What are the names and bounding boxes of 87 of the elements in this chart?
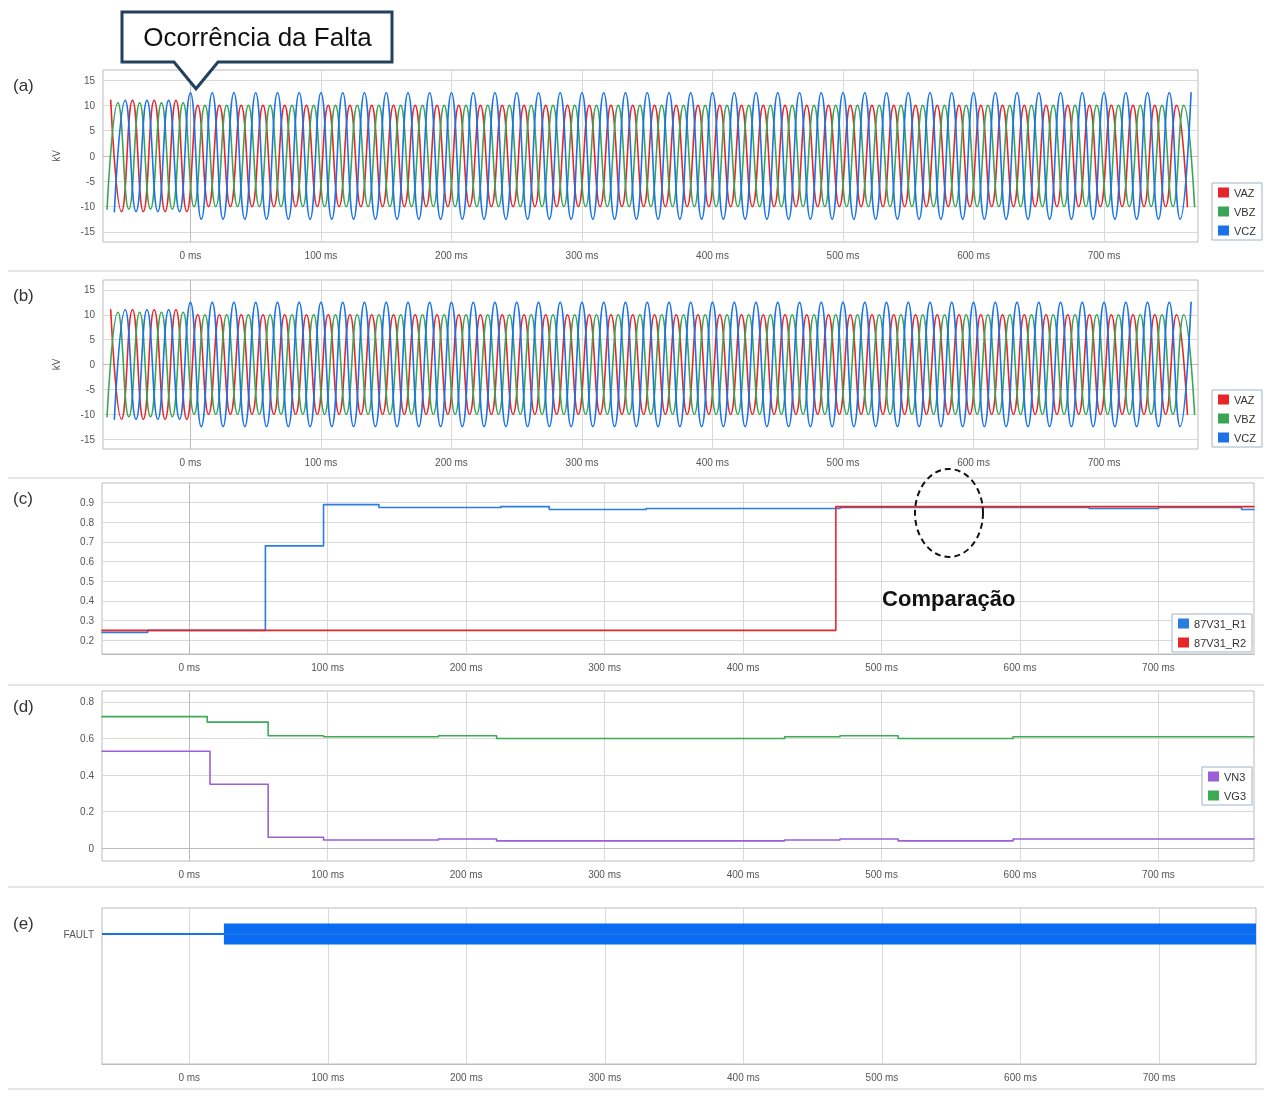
y-tick-label: 5 bbox=[89, 334, 96, 346]
y-tick-label: 15 bbox=[83, 74, 96, 86]
y-tick-label: 0.3 bbox=[80, 615, 95, 627]
x-tick-label: 300 ms bbox=[565, 456, 599, 468]
x-tick-label: 200 ms bbox=[449, 1071, 483, 1083]
x-tick-label: 200 ms bbox=[435, 249, 468, 261]
x-tick-label: 700 ms bbox=[1142, 868, 1175, 880]
y-tick-label: -5 bbox=[86, 383, 96, 395]
y-tick-label: -10 bbox=[80, 201, 96, 213]
x-tick-label: 700 ms bbox=[1142, 1071, 1176, 1083]
x-tick-label: 0 ms bbox=[178, 661, 201, 673]
y-tick-label: 0.4 bbox=[80, 595, 95, 607]
annotation: Comparação bbox=[881, 585, 1017, 614]
x-tick-label: 500 ms bbox=[826, 456, 860, 468]
x-tick-label: 200 ms bbox=[449, 868, 483, 880]
x-tick-label: 100 ms bbox=[311, 868, 345, 880]
x-tick-label: 0 ms bbox=[179, 249, 202, 261]
y-tick-label: 0.6 bbox=[80, 556, 95, 568]
x-tick-label: 600 ms bbox=[1003, 661, 1037, 673]
annotation: Ocorrência da Falta bbox=[142, 21, 373, 54]
x-tick-label: 300 ms bbox=[588, 661, 622, 673]
legend-label: VBZ bbox=[1234, 412, 1256, 425]
x-tick-label: 300 ms bbox=[588, 1071, 622, 1083]
x-tick-label: 100 ms bbox=[311, 661, 345, 673]
y-tick-label: -10 bbox=[80, 408, 96, 420]
y-tick-label: 0.2 bbox=[80, 806, 95, 818]
legend-label: VCZ bbox=[1234, 224, 1257, 237]
chart-title: (e) bbox=[13, 914, 34, 933]
chart-title: (b) bbox=[13, 286, 34, 305]
legend-label: VAZ bbox=[1234, 393, 1255, 406]
legend-label: VG3 bbox=[1223, 789, 1246, 802]
legend-label: VN3 bbox=[1223, 770, 1246, 783]
chart-title: (c) bbox=[13, 489, 33, 508]
y-tick-label: 0 bbox=[89, 359, 96, 370]
x-tick-label: 700 ms bbox=[1087, 456, 1121, 468]
x-tick-label: 400 ms bbox=[727, 1071, 760, 1083]
x-tick-label: 700 ms bbox=[1087, 249, 1121, 261]
y-tick-label: 0.9 bbox=[80, 497, 95, 509]
y-axis-title: kV bbox=[50, 358, 62, 371]
y-tick-label: 0.2 bbox=[80, 634, 95, 646]
x-tick-label: 500 ms bbox=[865, 661, 898, 673]
x-tick-label: 600 ms bbox=[957, 249, 990, 261]
y-tick-label: 0.8 bbox=[80, 516, 95, 528]
legend-label: VBZ bbox=[1234, 205, 1256, 218]
x-tick-label: 200 ms bbox=[435, 456, 468, 468]
legend-label: VAZ bbox=[1234, 186, 1255, 199]
x-tick-label: 600 ms bbox=[1003, 868, 1037, 880]
x-tick-label: 500 ms bbox=[826, 249, 860, 261]
legend-label: 87V31_R2 bbox=[1194, 636, 1247, 649]
y-tick-label: 0 bbox=[89, 150, 96, 162]
x-tick-label: 600 ms bbox=[957, 456, 990, 468]
x-tick-label: 300 ms bbox=[565, 249, 599, 261]
x-tick-label: 600 ms bbox=[1004, 1071, 1037, 1083]
x-tick-label: 0 ms bbox=[179, 456, 202, 468]
x-tick-label: 200 ms bbox=[449, 661, 483, 673]
x-tick-label: 400 ms bbox=[726, 661, 760, 673]
y-tick-label: 15 bbox=[83, 284, 96, 296]
y-tick-label: -15 bbox=[80, 433, 96, 445]
y-tick-label: 0.5 bbox=[80, 575, 95, 587]
y-axis-title: kV bbox=[50, 149, 62, 162]
y-tick-label: 10 bbox=[83, 309, 96, 321]
y-tick-label: 0.4 bbox=[80, 769, 95, 781]
x-tick-label: 500 ms bbox=[865, 868, 898, 880]
x-tick-label: 400 ms bbox=[696, 249, 729, 261]
y-tick-label: -15 bbox=[80, 226, 96, 238]
y-tick-label: 5 bbox=[89, 125, 96, 137]
chart-title: (d) bbox=[13, 697, 34, 716]
x-tick-label: 100 ms bbox=[304, 456, 338, 468]
legend-label: VCZ bbox=[1234, 431, 1257, 444]
x-tick-label: 0 ms bbox=[178, 1071, 201, 1083]
x-tick-label: 0 ms bbox=[178, 868, 201, 880]
x-tick-label: 400 ms bbox=[726, 868, 760, 880]
chart-title: (a) bbox=[13, 76, 34, 95]
y-tick-label: -5 bbox=[86, 175, 96, 187]
y-tick-label: FAULT bbox=[63, 928, 94, 940]
legend-label: 87V31_R1 bbox=[1194, 617, 1247, 630]
x-tick-label: 300 ms bbox=[588, 868, 622, 880]
y-tick-label: 0.8 bbox=[80, 696, 95, 708]
y-tick-label: 10 bbox=[83, 99, 96, 111]
y-tick-label: 0.7 bbox=[80, 536, 95, 548]
x-tick-label: 500 ms bbox=[865, 1071, 899, 1083]
x-tick-label: 400 ms bbox=[696, 456, 729, 468]
x-tick-label: 100 ms bbox=[311, 1071, 345, 1083]
x-tick-label: 700 ms bbox=[1142, 661, 1175, 673]
x-tick-label: 100 ms bbox=[304, 249, 338, 261]
y-tick-label: 0.6 bbox=[80, 733, 95, 745]
y-tick-label: 0 bbox=[88, 842, 95, 854]
